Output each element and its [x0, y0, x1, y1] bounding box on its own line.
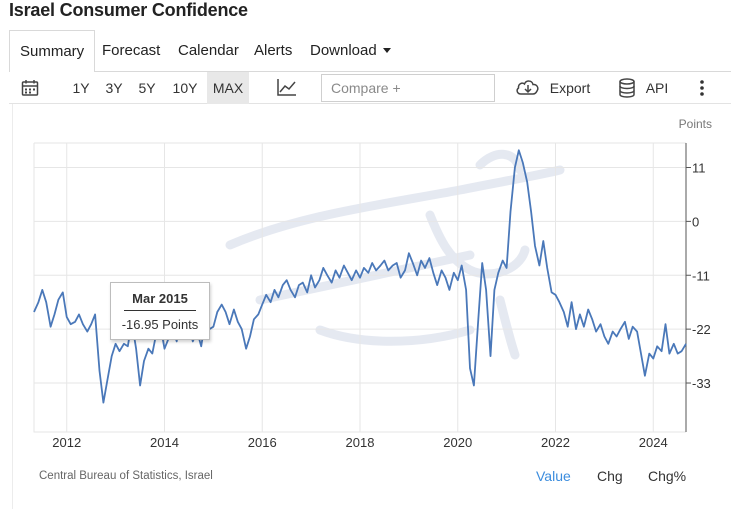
tab-download-label: Download: [310, 42, 377, 59]
chevron-down-icon: [382, 47, 391, 53]
y-axis-ticks: 11 0 -11 -22 -33: [685, 143, 711, 432]
series-line[interactable]: [33, 149, 687, 404]
chart-grid: [33, 142, 686, 433]
tab-calendar[interactable]: Calendar: [178, 42, 239, 59]
x-tick-label: 2022: [541, 435, 570, 450]
compare-input[interactable]: [321, 74, 495, 102]
view-value-toggle[interactable]: Value: [536, 468, 571, 484]
tab-summary[interactable]: Summary: [9, 30, 96, 73]
view-chg-toggle[interactable]: Chg: [597, 468, 623, 484]
tab-download[interactable]: Download: [310, 30, 391, 72]
page-title: Israel Consumer Confidence: [9, 0, 248, 20]
tab-forecast[interactable]: Forecast: [102, 42, 161, 59]
cloud-download-icon[interactable]: [515, 78, 541, 98]
watermark: [225, 149, 565, 360]
chart-frame: [12, 104, 724, 509]
tab-alerts[interactable]: Alerts: [254, 42, 293, 59]
x-tick-label: 2018: [346, 435, 375, 450]
database-icon[interactable]: [618, 78, 636, 98]
y-tick-label: -33: [692, 376, 711, 391]
x-tick-label: 2024: [639, 435, 668, 450]
data-tooltip: Mar 2015 -16.95 Points: [110, 282, 210, 340]
range-10y-button[interactable]: 10Y: [172, 80, 198, 96]
api-button[interactable]: API: [645, 80, 669, 96]
range-5y-button[interactable]: 5Y: [138, 80, 156, 96]
y-tick-label: -22: [692, 322, 711, 337]
y-tick-label: 0: [692, 214, 699, 229]
tooltip-separator: [124, 310, 196, 311]
range-max-button[interactable]: MAX: [207, 72, 249, 104]
range-1y-button[interactable]: 1Y: [72, 80, 90, 96]
x-tick-label: 2020: [443, 435, 472, 450]
tooltip-date: Mar 2015: [132, 291, 188, 306]
more-options-icon[interactable]: [699, 79, 705, 97]
chart-toolbar: 1Y 3Y 5Y 10Y MAX Export API: [9, 72, 731, 104]
nav-bar: Summary Forecast Calendar Alerts Downloa…: [9, 30, 731, 73]
chart-type-icon[interactable]: [277, 78, 297, 97]
source-credit: Central Bureau of Statistics, Israel: [39, 470, 213, 482]
y-tick-label: 11: [692, 160, 706, 175]
series-layer: [33, 149, 687, 404]
y-tick-label: -11: [692, 268, 710, 283]
calendar-icon[interactable]: [21, 79, 39, 97]
view-chg-pct-toggle[interactable]: Chg%: [648, 468, 687, 484]
export-button[interactable]: Export: [549, 80, 591, 96]
y-axis-unit-label: Points: [678, 117, 712, 131]
tooltip-value: -16.95 Points: [121, 317, 199, 332]
x-tick-label: 2012: [52, 435, 81, 450]
x-tick-label: 2014: [150, 435, 179, 450]
x-axis-ticks: 2012 2014 2016 2018 2020 2022 2024: [52, 435, 667, 450]
x-tick-label: 2016: [248, 435, 277, 450]
range-3y-button[interactable]: 3Y: [105, 80, 123, 96]
